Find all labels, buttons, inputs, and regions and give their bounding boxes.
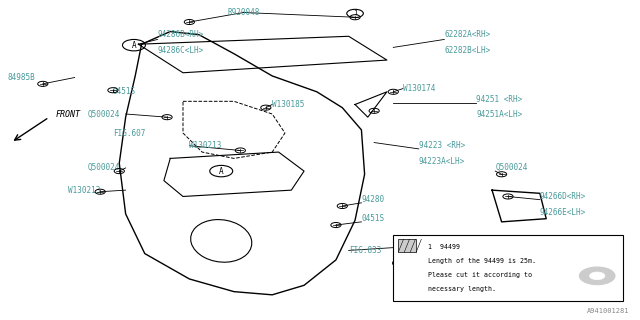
Text: 84985B: 84985B xyxy=(8,73,35,82)
Text: 1  94499: 1 94499 xyxy=(428,244,460,250)
Text: R920048: R920048 xyxy=(227,8,260,17)
Text: 94223 <RH>: 94223 <RH> xyxy=(419,141,465,150)
Text: Length of the 94499 is 25m.: Length of the 94499 is 25m. xyxy=(428,258,536,264)
Text: Please cut it according to: Please cut it according to xyxy=(428,272,532,278)
Circle shape xyxy=(589,272,605,280)
Text: 1: 1 xyxy=(399,260,403,266)
Text: A: A xyxy=(132,41,136,50)
Text: 94223A<LH>: 94223A<LH> xyxy=(419,157,465,166)
Circle shape xyxy=(579,267,615,285)
Text: W130213: W130213 xyxy=(68,186,100,195)
Text: 62282B<LH>: 62282B<LH> xyxy=(444,46,490,55)
Text: A: A xyxy=(219,167,223,176)
Text: 1: 1 xyxy=(415,244,420,250)
Text: Q500024: Q500024 xyxy=(88,164,120,172)
Text: 94251A<LH>: 94251A<LH> xyxy=(476,109,522,118)
Text: FRONT: FRONT xyxy=(56,109,81,118)
Text: 62282A<RH>: 62282A<RH> xyxy=(444,30,490,39)
Text: Q500024: Q500024 xyxy=(88,109,120,118)
Text: 94251 <RH>: 94251 <RH> xyxy=(476,95,522,104)
Text: A941001281: A941001281 xyxy=(586,308,629,314)
Text: W130174: W130174 xyxy=(403,84,435,93)
Text: 94286B<RH>: 94286B<RH> xyxy=(157,30,204,39)
Text: 94286C<LH>: 94286C<LH> xyxy=(157,46,204,55)
Text: Q500024: Q500024 xyxy=(495,164,527,172)
Text: 0451S: 0451S xyxy=(113,87,136,96)
Text: FIG.833: FIG.833 xyxy=(349,246,381,255)
Text: 94280: 94280 xyxy=(362,195,385,204)
Text: 0451S: 0451S xyxy=(362,214,385,223)
FancyBboxPatch shape xyxy=(394,235,623,301)
Bar xyxy=(398,239,416,252)
Text: 1: 1 xyxy=(353,11,357,16)
Text: 94266E<LH>: 94266E<LH> xyxy=(540,208,586,217)
Text: 94266D<RH>: 94266D<RH> xyxy=(540,192,586,201)
Text: W130213: W130213 xyxy=(189,141,221,150)
Text: W130185: W130185 xyxy=(272,100,305,109)
Text: FIG.607: FIG.607 xyxy=(113,129,145,138)
Text: necessary length.: necessary length. xyxy=(428,286,497,292)
